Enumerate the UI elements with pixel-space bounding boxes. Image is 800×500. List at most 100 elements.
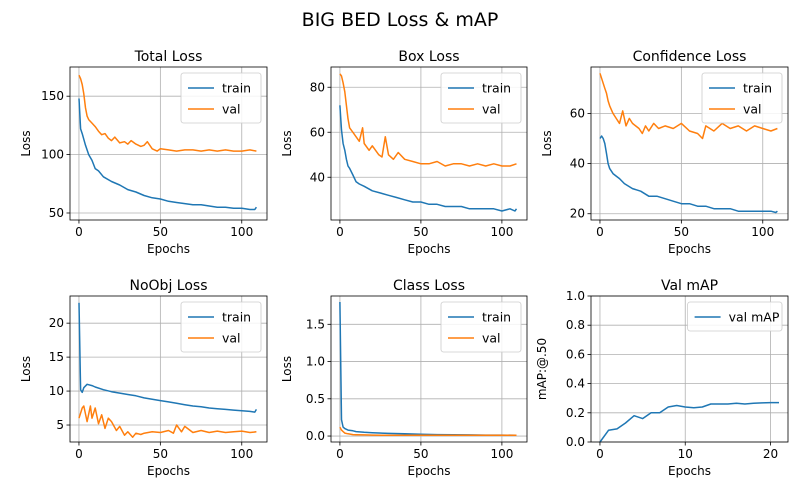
y-tick-label: 40 xyxy=(570,157,585,171)
y-tick-label: 80 xyxy=(310,80,325,94)
x-tick-label: 100 xyxy=(490,447,513,461)
y-tick-label: 50 xyxy=(49,206,64,220)
series-line-train xyxy=(78,98,258,211)
legend: train val xyxy=(440,72,522,124)
x-tick-label: 0 xyxy=(336,447,344,461)
legend-label: train xyxy=(222,81,251,96)
series-line-train xyxy=(339,105,518,212)
x-tick-label: 50 xyxy=(153,447,168,461)
subplot-5: 0 50 100 0.0 0.5 1.0 1.5 Class Loss Epochs Loss tr… xyxy=(280,278,528,478)
y-tick-label: 15 xyxy=(49,350,64,364)
x-tick-label: 50 xyxy=(413,225,428,239)
figure-title: BIG BED Loss & mAP xyxy=(302,9,499,31)
y-tick-label: 60 xyxy=(570,106,585,120)
x-tick-label: 0 xyxy=(75,447,83,461)
y-tick-label: 40 xyxy=(310,170,325,184)
axes-frame xyxy=(330,66,528,221)
series-line-val xyxy=(78,74,257,152)
y-tick-label: 100 xyxy=(41,148,64,162)
y-tick-label: 1.5 xyxy=(306,317,325,331)
y-tick-label: 0.2 xyxy=(566,406,585,420)
series-line-val xyxy=(339,73,517,167)
axes-frame xyxy=(69,295,268,443)
y-tick-label: 0.4 xyxy=(566,377,585,391)
legend-box xyxy=(180,72,262,124)
x-tick-label: 100 xyxy=(230,225,253,239)
subplot-title: Class Loss xyxy=(393,278,465,294)
legend-label: train xyxy=(743,81,772,96)
y-tick-label: 0.0 xyxy=(566,435,585,449)
axes-frame xyxy=(69,66,268,221)
x-tick-label: 100 xyxy=(751,225,774,239)
subplot-title: Box Loss xyxy=(398,49,459,65)
x-tick-label: 50 xyxy=(674,225,689,239)
legend: train val xyxy=(701,72,783,124)
x-tick-label: 0 xyxy=(75,225,83,239)
series-line-train xyxy=(78,302,258,413)
legend: train val xyxy=(440,301,522,353)
x-tick-label: 0 xyxy=(596,447,604,461)
y-axis-label: Loss xyxy=(19,356,33,382)
x-tick-label: 100 xyxy=(230,447,253,461)
y-axis-label: Loss xyxy=(19,130,33,156)
legend-label: val xyxy=(482,331,501,346)
subplot-3: 0 50 100 20 40 60 Confidence Loss Epochs Loss tra… xyxy=(540,49,789,256)
legend-box xyxy=(440,301,522,353)
legend-box xyxy=(701,72,783,124)
subplot-6: 0 10 20 0.0 0.2 0.4 0.6 0.8 1.0 Val mAP Epochs mAP:… xyxy=(535,278,789,478)
y-axis-label: Loss xyxy=(280,130,294,156)
x-tick-label: 10 xyxy=(678,447,693,461)
y-tick-label: 150 xyxy=(41,89,64,103)
series-line-val xyxy=(78,405,257,438)
y-axis-label: Loss xyxy=(540,130,554,156)
legend-box xyxy=(440,72,522,124)
x-axis-label: Epochs xyxy=(408,464,451,478)
legend-label: train xyxy=(482,310,511,325)
x-axis-label: Epochs xyxy=(668,242,711,256)
y-tick-label: 60 xyxy=(310,125,325,139)
subplot-title: Val mAP xyxy=(661,278,718,294)
x-axis-label: Epochs xyxy=(668,464,711,478)
legend-box xyxy=(687,301,783,332)
subplot-4: 0 50 100 5 10 15 20 NoObj Loss Epochs Loss train va… xyxy=(19,278,268,478)
y-tick-label: 1.0 xyxy=(306,355,325,369)
legend: train val xyxy=(180,301,262,353)
y-tick-label: 10 xyxy=(49,384,64,398)
legend-label: train xyxy=(482,81,511,96)
y-tick-label: 20 xyxy=(570,207,585,221)
y-tick-label: 0.5 xyxy=(306,392,325,406)
y-tick-label: 5 xyxy=(56,418,64,432)
x-tick-label: 100 xyxy=(490,225,513,239)
legend: val mAP xyxy=(687,301,783,332)
series-line-train xyxy=(599,135,778,214)
series-line-val-mAP xyxy=(599,401,779,443)
legend-label: train xyxy=(222,310,251,325)
subplot-title: Total Loss xyxy=(134,49,203,65)
axes-frame xyxy=(590,66,789,221)
legend-label: val xyxy=(222,331,241,346)
y-axis-label: Loss xyxy=(280,356,294,382)
series-line-val xyxy=(599,73,778,140)
subplot-1: 0 50 100 50 100 150 Total Loss Epochs Loss train v… xyxy=(19,49,268,256)
y-tick-label: 0.0 xyxy=(306,429,325,443)
x-axis-label: Epochs xyxy=(408,242,451,256)
x-tick-label: 20 xyxy=(763,447,778,461)
x-tick-label: 50 xyxy=(413,447,428,461)
y-tick-label: 0.6 xyxy=(566,347,585,361)
series-line-val xyxy=(339,426,517,437)
legend-label: val xyxy=(482,102,501,117)
legend-label: val mAP xyxy=(729,310,780,325)
legend: train val xyxy=(180,72,262,124)
legend-label: val xyxy=(222,102,241,117)
subplot-title: NoObj Loss xyxy=(130,278,208,294)
y-axis-label: mAP:@.50 xyxy=(535,338,549,400)
x-tick-label: 0 xyxy=(336,225,344,239)
x-tick-label: 50 xyxy=(153,225,168,239)
y-tick-label: 0.8 xyxy=(566,318,585,332)
legend-label: val xyxy=(743,102,762,117)
x-axis-label: Epochs xyxy=(147,242,190,256)
axes-frame xyxy=(330,295,528,443)
subplot-2: 0 50 100 40 60 80 Box Loss Epochs Loss train val xyxy=(280,49,528,256)
subplot-title: Confidence Loss xyxy=(633,49,747,65)
